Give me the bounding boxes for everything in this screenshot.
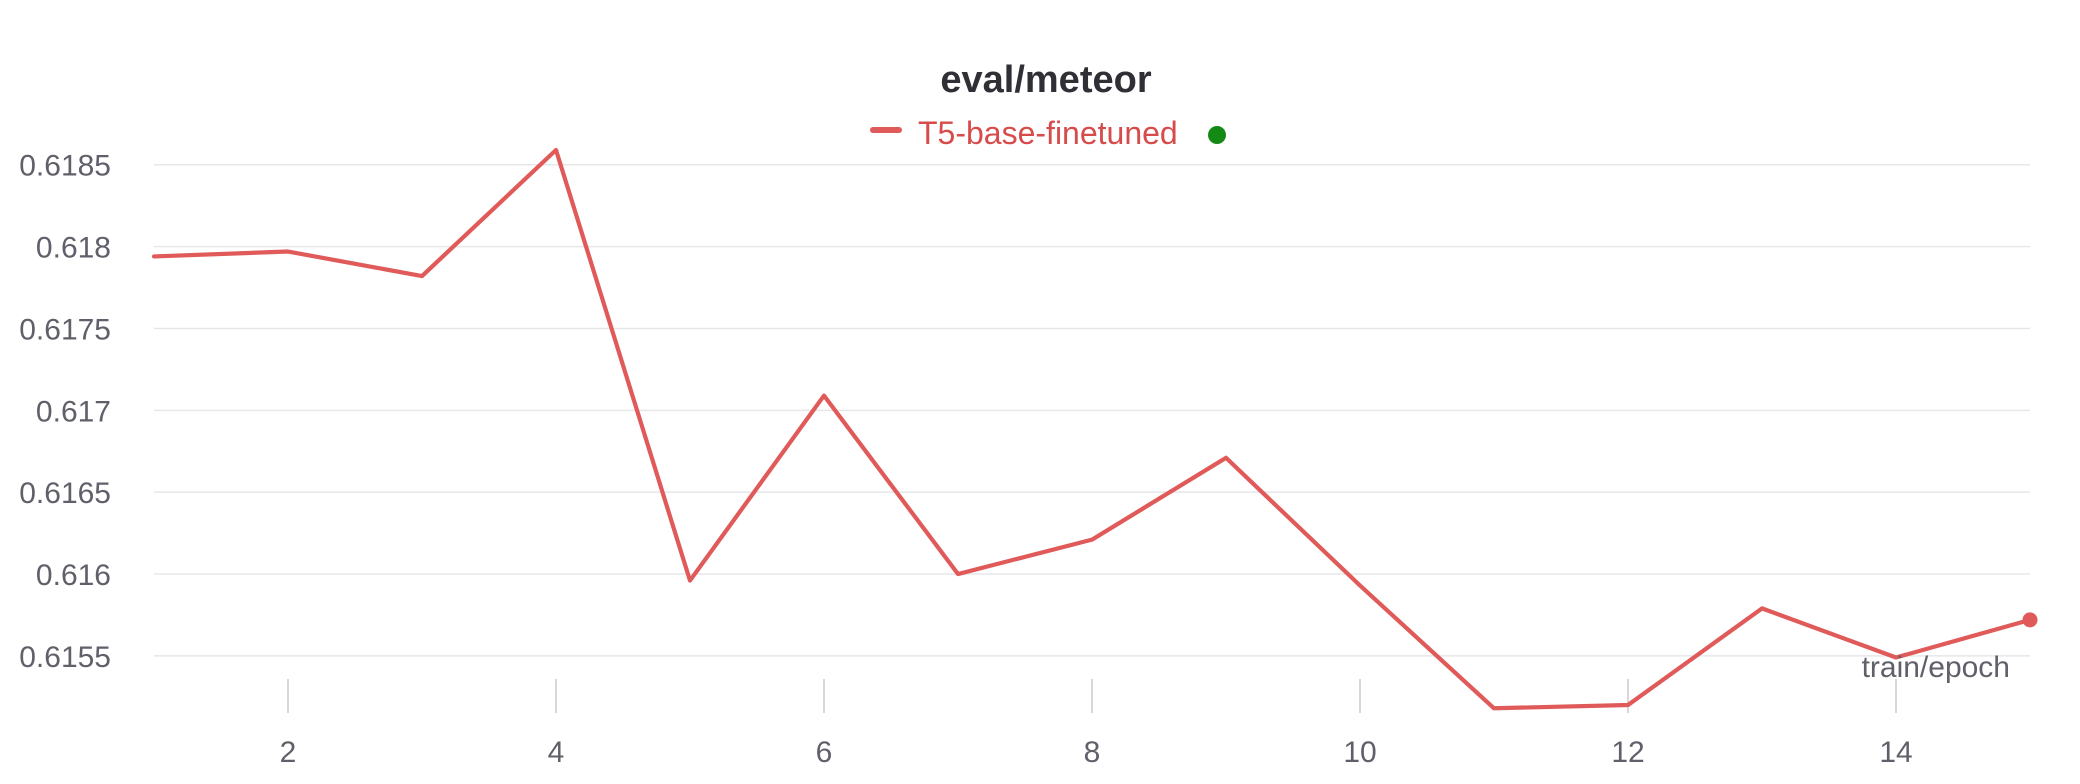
y-tick-label: 0.618 [36, 232, 111, 265]
y-tick-label: 0.617 [36, 395, 111, 428]
x-tick-label: 4 [548, 736, 565, 769]
y-tick-label: 0.616 [36, 559, 111, 592]
last-point-marker [2022, 612, 2038, 628]
y-tick-label: 0.6175 [19, 313, 111, 346]
x-tick-label: 14 [1879, 736, 1912, 769]
x-tick-label: 12 [1611, 736, 1644, 769]
x-axis-ticks: 2 4 6 8 10 12 14 [280, 679, 1913, 769]
y-tick-label: 0.6185 [19, 150, 111, 183]
legend-swatch [870, 127, 902, 133]
y-tick-label: 0.6155 [19, 641, 111, 674]
x-axis-label: train/epoch [1862, 651, 2010, 684]
series-line-0 [151, 147, 2033, 711]
legend: T5-base-finetuned [870, 115, 1226, 151]
legend-status-dot [1208, 126, 1226, 144]
legend-label: T5-base-finetuned [918, 115, 1178, 151]
y-axis-ticks: 0.6155 0.616 0.6165 0.617 0.6175 0.618 0.6185 [19, 150, 111, 674]
x-tick-label: 10 [1343, 736, 1376, 769]
x-tick-label: 8 [1084, 736, 1101, 769]
chart-title: eval/meteor [940, 59, 1151, 101]
x-tick-label: 2 [280, 736, 297, 769]
x-tick-label: 6 [816, 736, 833, 769]
series-group [151, 147, 2038, 711]
y-tick-label: 0.6165 [19, 477, 111, 510]
grid-lines [154, 163, 2030, 657]
